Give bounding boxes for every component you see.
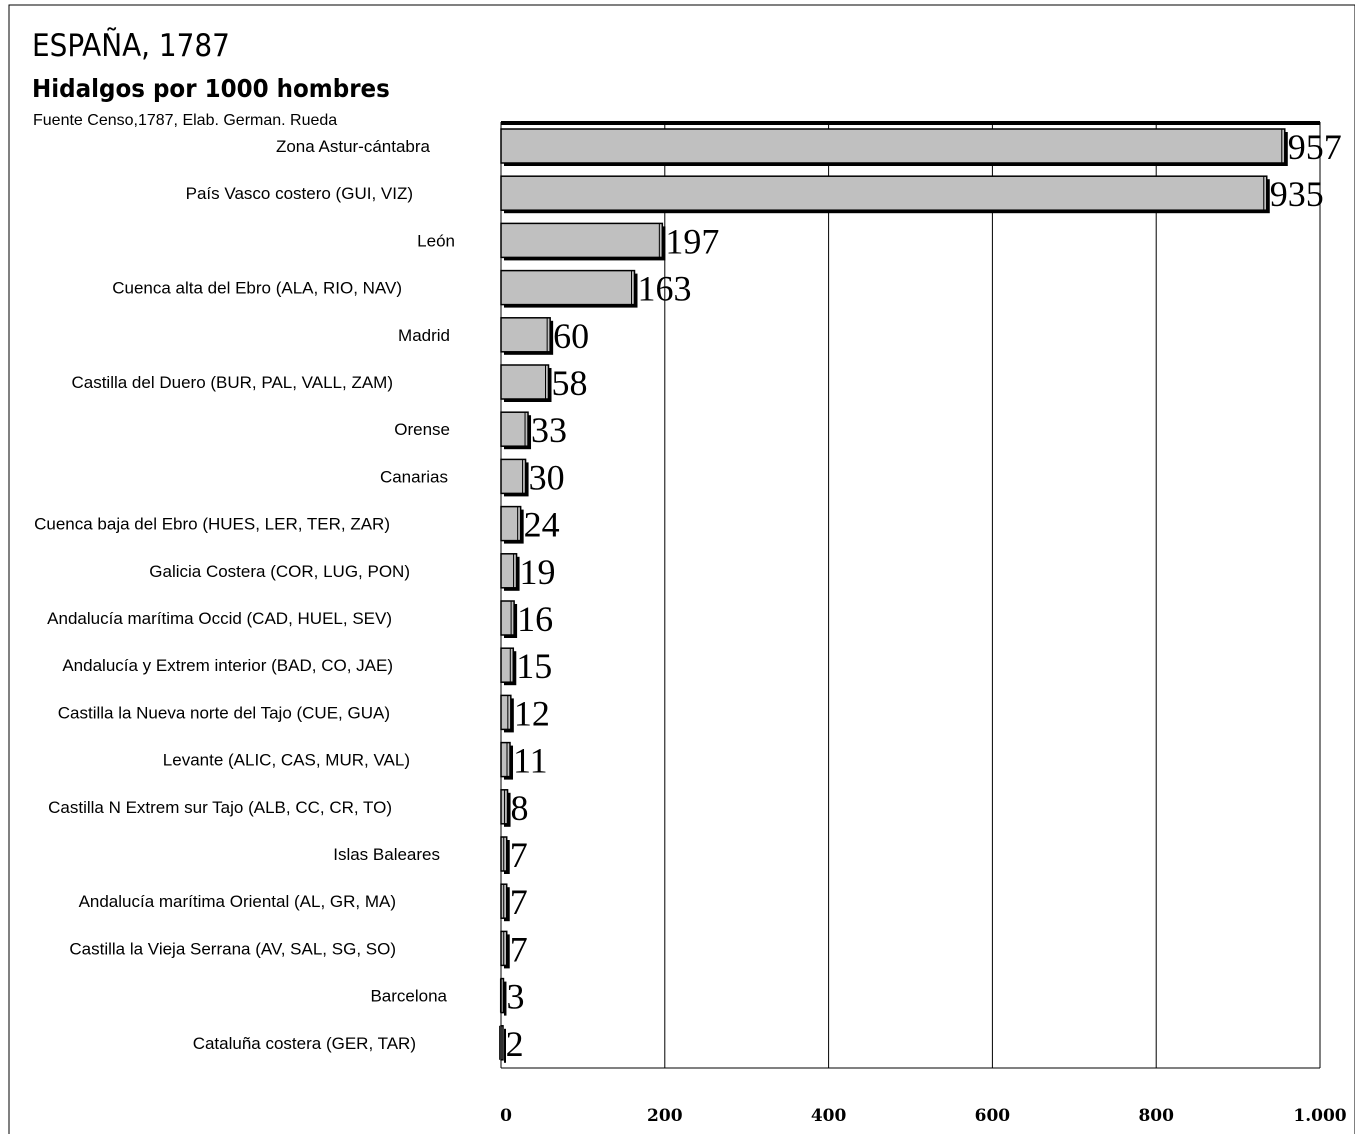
category-label-18: Barcelona [370,987,447,1006]
outer-border [8,4,1355,1134]
category-label-1: País Vasco costero (GUI, VIZ) [186,184,413,203]
bar-5 [500,364,550,400]
category-label-8: Cuenca baja del Ebro (HUES, LER, TER, ZA… [34,515,390,534]
value-label-10: 16 [517,599,553,639]
value-label-19: 2 [506,1024,524,1064]
bar-6 [500,411,529,447]
value-label-5: 58 [552,363,588,403]
value-label-12: 12 [514,693,550,733]
bar-11 [500,647,515,683]
bar-3 [500,269,636,306]
bar-2 [500,222,664,259]
value-label-13: 11 [513,741,548,781]
bar-8 [500,505,522,542]
x-tick-label-5: 1.000 [1293,1106,1346,1126]
value-label-6: 33 [531,410,567,450]
bar-13 [500,741,511,778]
bar-9 [500,553,518,589]
value-label-4: 60 [553,316,589,356]
chart-subtitle: Hidalgos por 1000 hombres [32,74,390,103]
category-label-5: Castilla del Duero (BUR, PAL, VALL, ZAM) [71,373,393,392]
category-label-0: Zona Astur-cántabra [276,137,431,156]
category-label-3: Cuenca alta del Ebro (ALA, RIO, NAV) [112,279,402,298]
x-tick-label-4: 800 [1138,1106,1174,1126]
value-label-1: 935 [1270,174,1324,214]
category-label-7: Canarias [380,467,448,486]
value-label-17: 7 [510,929,528,969]
category-label-2: León [417,231,455,250]
value-label-14: 8 [511,788,529,828]
x-tick-label-3: 600 [975,1106,1011,1126]
chart-source: Fuente Censo,1787, Elab. German. Rueda [33,112,338,129]
x-tick-label-2: 400 [811,1106,847,1126]
bar-shadow-18 [504,981,507,1016]
value-label-15: 7 [510,835,528,875]
category-label-9: Galicia Costera (COR, LUG, PON) [149,562,410,581]
category-label-14: Castilla N Extrem sur Tajo (ALB, CC, CR,… [48,798,392,817]
category-label-6: Orense [394,420,450,439]
category-label-13: Levante (ALIC, CAS, MUR, VAL) [163,751,410,770]
category-label-4: Madrid [398,326,450,345]
chart-title: ESPAÑA, 1787 [32,28,230,64]
bar-7 [500,458,527,495]
value-label-16: 7 [510,882,528,922]
category-label-12: Castilla la Nueva norte del Tajo (CUE, G… [58,703,390,722]
value-label-18: 3 [506,977,524,1017]
category-label-16: Andalucía marítima Oriental (AL, GR, MA) [79,892,396,911]
bar-shadow-19 [504,1028,506,1063]
bar-0 [500,128,1286,164]
x-tick-label-1: 200 [647,1106,683,1126]
value-label-0: 957 [1288,127,1342,167]
category-label-19: Cataluña costera (GER, TAR) [193,1034,416,1053]
value-label-11: 15 [516,646,552,686]
value-label-2: 197 [665,221,719,261]
bar-10 [500,600,515,636]
category-label-15: Islas Baleares [333,845,440,864]
value-label-8: 24 [524,505,560,545]
bar-19 [500,1025,504,1061]
bar-1 [500,175,1268,211]
bar-4 [500,317,551,353]
bar-18 [500,977,505,1014]
category-label-10: Andalucía marítima Occid (CAD, HUEL, SEV… [47,609,392,628]
value-label-9: 19 [520,552,556,592]
value-label-7: 30 [529,457,565,497]
value-label-3: 163 [637,269,691,309]
x-tick-label-0: 0 [500,1106,512,1126]
category-label-11: Andalucía y Extrem interior (BAD, CO, JA… [62,656,393,675]
bar-12 [500,694,512,731]
category-label-17: Castilla la Vieja Serrana (AV, SAL, SG, … [69,939,396,958]
